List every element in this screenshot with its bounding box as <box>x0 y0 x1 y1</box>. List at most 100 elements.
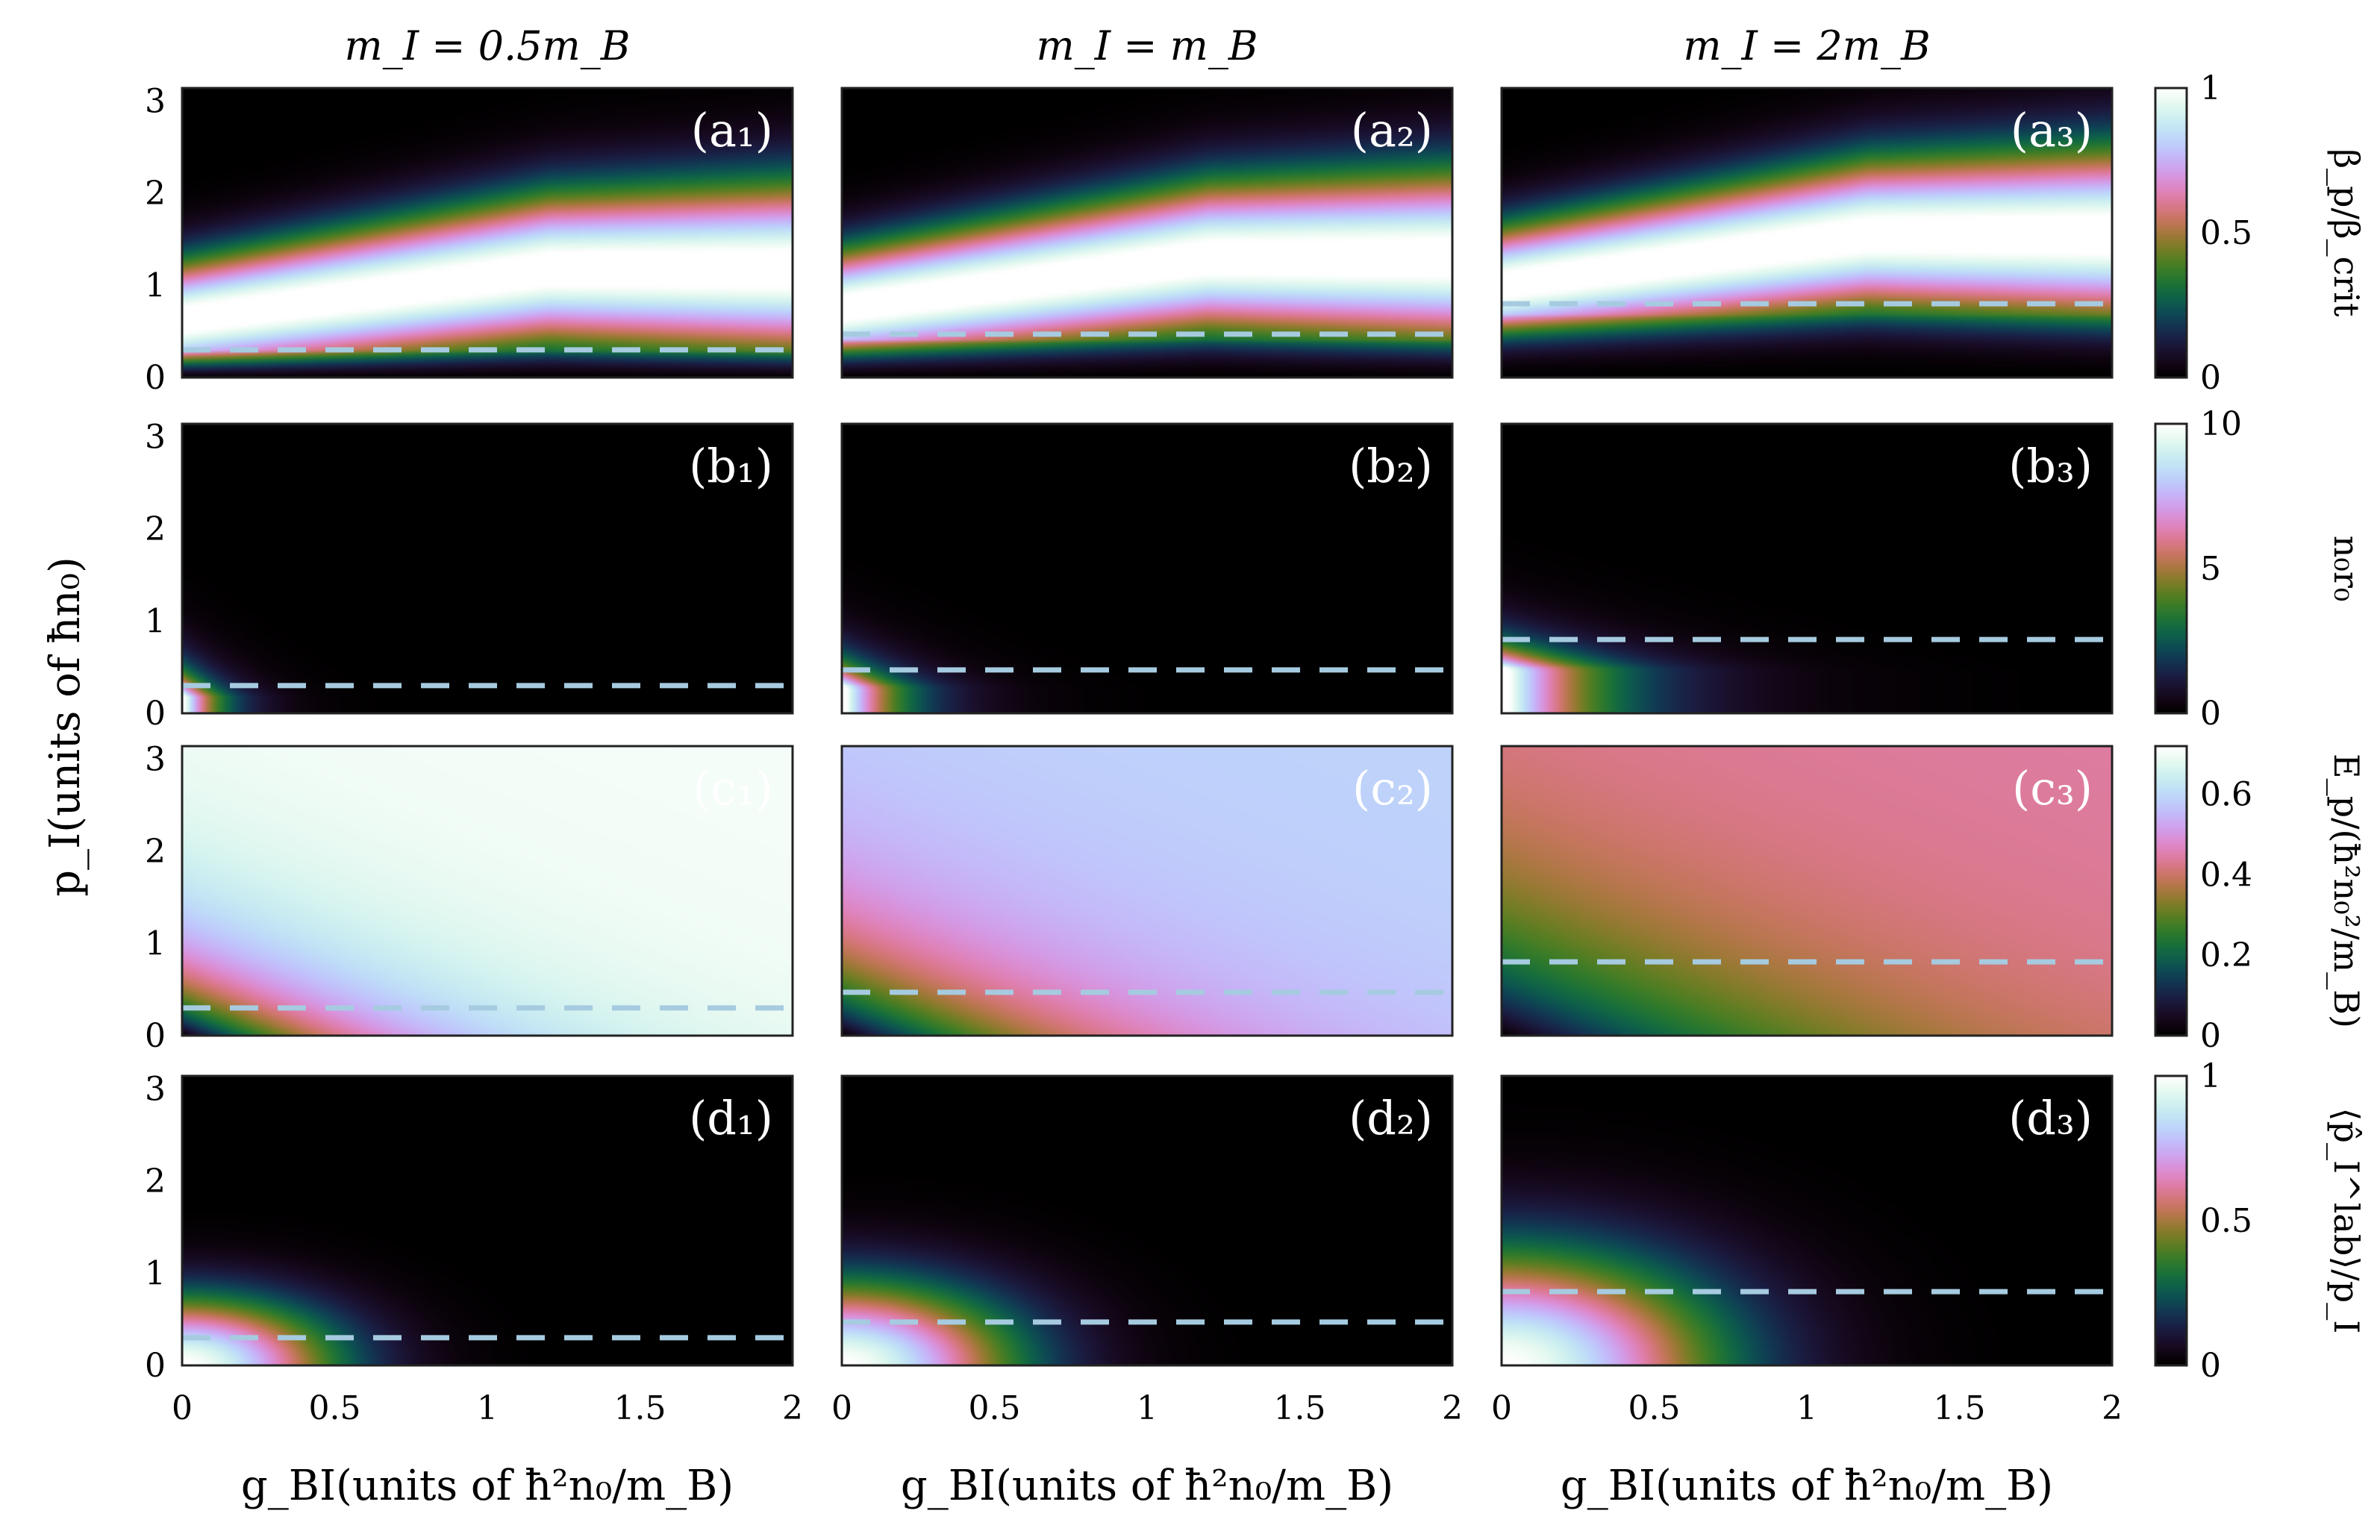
panel-frame <box>181 422 794 715</box>
colorbar-a <box>2155 88 2187 378</box>
y-tick-label: 0 <box>145 359 166 397</box>
panel-label: (d₁) <box>689 1091 773 1145</box>
x-tick-label: 0 <box>1491 1389 1512 1427</box>
panel-label: (b₁) <box>689 439 773 493</box>
panel-label: (b₃) <box>2008 439 2093 493</box>
panel-label: (c₃) <box>2012 761 2093 816</box>
heatmap-d3 <box>1502 1076 2112 1365</box>
panel-label: (a₃) <box>2011 103 2093 157</box>
x-tick-label: 0.5 <box>969 1389 1021 1427</box>
y-tick-label: 3 <box>145 82 166 120</box>
y-axis-label: p_I(units of ħn₀) <box>41 557 90 897</box>
x-tick-label: 0.5 <box>1628 1389 1681 1427</box>
colorbar-c <box>2155 746 2187 1036</box>
x-axis-label: g_BI(units of ħ²n₀/m_B) <box>241 1462 734 1510</box>
y-tick-label: 1 <box>145 266 166 304</box>
y-tick-label: 3 <box>145 740 166 778</box>
heatmap-b2 <box>842 424 1452 713</box>
colorbar-tick-label: 5 <box>2200 550 2221 588</box>
colorbar-tick-label: 1 <box>2200 69 2221 107</box>
colorbar-tick-label: 0.2 <box>2200 936 2252 974</box>
x-axis-label: g_BI(units of ħ²n₀/m_B) <box>901 1462 1393 1510</box>
colorbar-tick-label: 0 <box>2200 695 2221 733</box>
x-tick-label: 1.5 <box>1274 1389 1326 1427</box>
x-tick-label: 2 <box>2102 1389 2123 1427</box>
colorbar-tick-label: 0.6 <box>2200 776 2252 814</box>
panel-frame <box>840 1074 1454 1367</box>
heatmap-d2 <box>842 1076 1452 1365</box>
colorbar-tick-label: 10 <box>2200 405 2242 443</box>
panel-label: (a₁) <box>691 103 773 157</box>
panel-label: (c₂) <box>1352 761 1433 816</box>
panel-frame <box>181 1074 794 1367</box>
heatmap-b1 <box>182 424 793 713</box>
colorbar-frame <box>2154 422 2188 715</box>
x-tick-label: 1 <box>1796 1389 1817 1427</box>
y-tick-label: 3 <box>145 1070 166 1108</box>
colorbar-tick-label: 0 <box>2200 359 2221 397</box>
heatmap-c2 <box>842 746 1452 1036</box>
colorbar-frame <box>2154 1074 2188 1367</box>
y-tick-label: 2 <box>145 833 166 871</box>
heatmap-layer <box>182 88 2187 1365</box>
y-tick-label: 2 <box>145 175 166 213</box>
panel-frame <box>1500 87 2114 379</box>
colorbar-label: β_p/β_crit <box>2326 148 2367 317</box>
panel-frame <box>840 422 1454 715</box>
heatmap-b3 <box>1502 424 2112 713</box>
x-tick-label: 2 <box>782 1389 803 1427</box>
panel-frame <box>840 745 1454 1037</box>
colorbar-tick-label: 0 <box>2200 1017 2221 1055</box>
x-tick-label: 0.5 <box>309 1389 361 1427</box>
colorbar-label: n₀r₀ <box>2326 536 2367 602</box>
heatmap-a2 <box>842 88 1452 378</box>
y-tick-label: 1 <box>145 602 166 640</box>
colorbar-label: E_p/(ħ²n₀²/m_B) <box>2326 754 2367 1028</box>
y-tick-label: 0 <box>145 1017 166 1055</box>
panel-frame <box>1500 1074 2114 1367</box>
colorbar-tick-label: 0 <box>2200 1347 2221 1385</box>
colorbar-frame <box>2154 87 2188 379</box>
y-tick-label: 0 <box>145 1347 166 1385</box>
y-tick-label: 2 <box>145 1162 166 1201</box>
colorbar-b <box>2155 424 2187 713</box>
column-title: m_I = m_B <box>1037 22 1258 69</box>
column-title: m_I = 0.5m_B <box>345 22 631 69</box>
panel-label: (a₂) <box>1351 103 1433 157</box>
y-tick-label: 3 <box>145 418 166 456</box>
x-tick-label: 1 <box>477 1389 498 1427</box>
panel-label: (d₂) <box>1349 1091 1433 1145</box>
panel-label: (d₃) <box>2008 1091 2093 1145</box>
colorbar-tick-label: 0.5 <box>2200 214 2252 252</box>
x-tick-label: 1 <box>1137 1389 1158 1427</box>
heatmap-c3 <box>1502 746 2112 1036</box>
y-tick-label: 1 <box>145 924 166 962</box>
panel-frame <box>1500 745 2114 1037</box>
colorbar-frame <box>2154 745 2188 1037</box>
y-tick-label: 1 <box>145 1254 166 1292</box>
panel-frame <box>840 87 1454 379</box>
colorbar-label: ⟨p̂_I^lab⟩/p_I <box>2326 1108 2367 1334</box>
colorbar-tick-label: 0.4 <box>2200 856 2252 894</box>
heatmap-c1 <box>182 746 793 1036</box>
x-tick-label: 2 <box>1442 1389 1463 1427</box>
column-title: m_I = 2m_B <box>1683 22 1930 69</box>
heatmap-a1 <box>182 88 793 378</box>
panel-frame <box>181 745 794 1037</box>
panel-label: (b₂) <box>1349 439 1433 493</box>
heatmap-d1 <box>182 1076 793 1365</box>
x-tick-label: 1.5 <box>1934 1389 1986 1427</box>
y-tick-label: 0 <box>145 695 166 733</box>
x-axis-label: g_BI(units of ħ²n₀/m_B) <box>1561 1462 2053 1510</box>
x-tick-label: 1.5 <box>614 1389 666 1427</box>
y-tick-label: 2 <box>145 510 166 548</box>
panel-frame <box>181 87 794 379</box>
x-tick-label: 0 <box>831 1389 852 1427</box>
panel-label: (c₁) <box>693 761 773 816</box>
x-tick-label: 0 <box>172 1389 193 1427</box>
colorbar-tick-label: 1 <box>2200 1057 2221 1095</box>
colorbar-tick-label: 0.5 <box>2200 1202 2252 1240</box>
panel-frame <box>1500 422 2114 715</box>
